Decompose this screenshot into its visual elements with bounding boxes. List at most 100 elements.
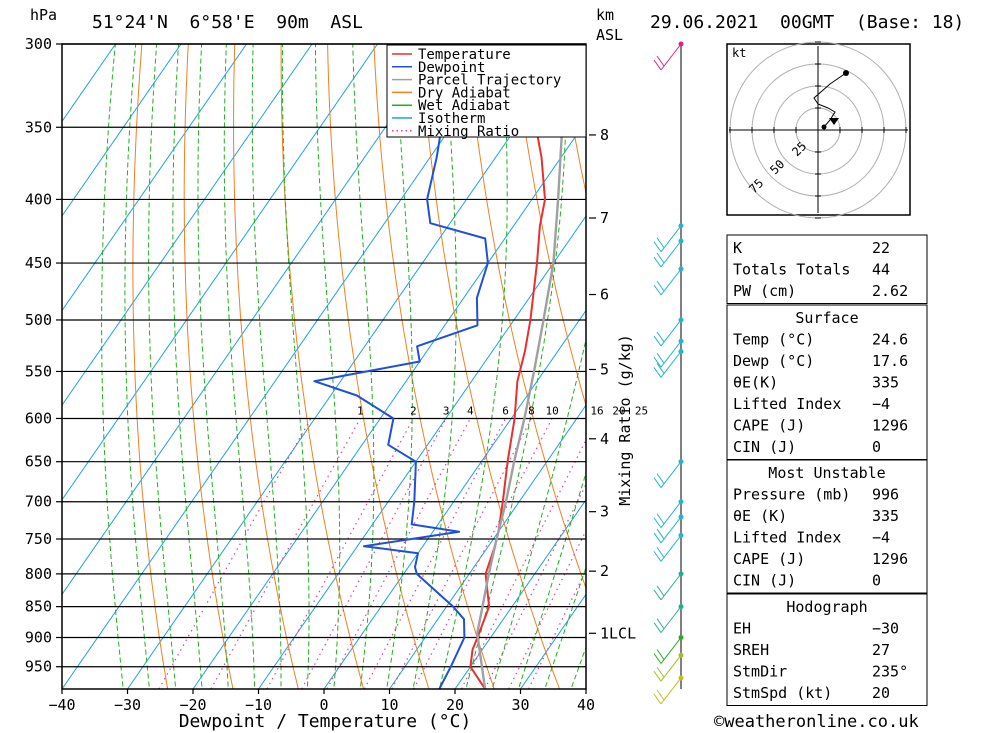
- temperature-tick-label: −40: [48, 696, 75, 714]
- legend-label: Parcel Trajectory: [418, 73, 561, 89]
- surface-table-row-value: 335: [872, 374, 899, 392]
- legend-label: Isotherm: [418, 111, 485, 127]
- mixing-ratio-label: 2: [410, 404, 417, 417]
- pressure-tick-label: 400: [25, 190, 52, 208]
- wind-barb-staff: [660, 268, 682, 296]
- wind-barb-flag: [653, 59, 662, 71]
- dry-adiabat-line: [977, 44, 1000, 689]
- pressure-tick-label: 600: [25, 409, 52, 427]
- pressure-tick-label: 800: [25, 565, 52, 583]
- wind-barb-flag: [653, 517, 662, 529]
- mixing-ratio-line: [460, 438, 586, 689]
- unstable-table-row-value: −4: [872, 529, 890, 547]
- dry-adiabat-line: [559, 44, 586, 196]
- indices-table-row-label: PW (cm): [733, 282, 796, 300]
- wind-barb-flag: [656, 649, 665, 660]
- wind-barb-flag: [653, 367, 662, 378]
- temperature-tick-label: 10: [380, 696, 398, 714]
- surface-table-row-label: Temp (°C): [733, 331, 814, 349]
- dewpoint-line: [313, 95, 489, 689]
- wind-barb-flag: [656, 352, 665, 364]
- indices-table-row-value: 2.62: [872, 282, 908, 300]
- indices-table-row-label: K: [733, 239, 742, 257]
- temperature-tick-label: 30: [511, 696, 529, 714]
- temperature-tick-label: 0: [319, 696, 328, 714]
- wind-barb-flag: [653, 532, 662, 544]
- parcel-trajectory-line: [476, 44, 564, 689]
- mixing-ratio-line: [413, 418, 553, 689]
- altitude-tick-label: 3: [600, 503, 609, 521]
- mixing-ratio-labels: 1 2 3 4 6 8 10 16 20 25: [357, 404, 648, 417]
- wet-adiabat-line: [101, 44, 124, 689]
- wet-adiabat-line: [352, 44, 375, 689]
- wind-barb-flag: [653, 622, 662, 633]
- wind-barb-flag: [653, 670, 662, 682]
- mixing-ratio-line: [363, 418, 507, 689]
- temperature-tick-label: 20: [446, 696, 464, 714]
- hodo-table-row-value: 27: [872, 641, 890, 659]
- pressure-tick-label: 550: [25, 362, 52, 380]
- wind-barb-flag: [653, 356, 662, 368]
- wind-barb-flag: [656, 666, 665, 678]
- wind-barb-flag: [656, 618, 665, 629]
- unstable-table-row-value: 0: [872, 572, 881, 590]
- hodo-table-row-label: SREH: [733, 641, 769, 659]
- wind-barb-flag: [653, 241, 662, 253]
- wet-adiabat-line: [223, 44, 256, 689]
- wind-barb-flag: [653, 256, 662, 268]
- wet-adiabat-line: [412, 44, 457, 689]
- asl-label: ASL: [596, 26, 623, 44]
- pressure-tick-label: 950: [25, 658, 52, 676]
- hodo-table-row-label: StmSpd (kt): [733, 684, 832, 702]
- surface-table-row-value: 1296: [872, 417, 908, 435]
- isotherm-line: [62, 44, 444, 596]
- profile-series: [313, 44, 564, 689]
- unstable-table-row-label: Pressure (mb): [733, 486, 850, 504]
- mixing-ratio-line: [326, 418, 471, 689]
- mixing-ratio-label: 4: [467, 404, 474, 417]
- wind-barb-staff: [660, 573, 682, 601]
- surface-table-title: Surface: [795, 309, 858, 327]
- wind-barb-flag: [656, 252, 665, 264]
- mixing-ratio-line: [391, 418, 532, 689]
- altitude-tick-label: 1LCL: [600, 624, 636, 642]
- altitude-tick-label: 7: [600, 209, 609, 227]
- surface-table-row-label: Lifted Index: [733, 395, 841, 413]
- hodo-table-row-value: 20: [872, 684, 890, 702]
- wind-barb-flag: [656, 237, 665, 249]
- mixing-ratio-label: 16: [590, 404, 603, 417]
- legend-label: Wet Adiabat: [418, 98, 511, 114]
- wind-barb-flag: [656, 55, 665, 67]
- hodograph-start-point: [821, 124, 827, 130]
- wind-barb-staff: [660, 340, 682, 368]
- unstable-table-row-label: CAPE (J): [733, 550, 805, 568]
- indices-table-row-value: 22: [872, 239, 890, 257]
- legend-label: Dewpoint: [418, 60, 485, 76]
- wind-barb-flag: [656, 547, 665, 558]
- wind-barb-staff: [660, 677, 682, 705]
- mixing-ratio-label: 1: [357, 404, 364, 417]
- wind-barb-flag: [656, 528, 665, 540]
- altitude-tick-label: 4: [600, 430, 609, 448]
- isobars: [62, 43, 586, 668]
- legend-label: Dry Adiabat: [418, 85, 511, 101]
- altitude-tick-label: 2: [600, 562, 609, 580]
- isotherm-line: [62, 44, 182, 217]
- surface-table-row-value: 17.6: [872, 352, 908, 370]
- dry-adiabat-line: [233, 44, 299, 689]
- pressure-tick-label: 700: [25, 493, 52, 511]
- hodo-table-title: Hodograph: [786, 598, 867, 616]
- hodograph-end-point: [843, 70, 849, 76]
- x-axis-label: Dewpoint / Temperature (°C): [179, 711, 472, 732]
- wind-barb-flag: [653, 284, 662, 296]
- wet-adiabat-line: [124, 44, 150, 689]
- mixing-ratio-label: 3: [443, 404, 450, 417]
- wind-barb-staff: [660, 225, 682, 253]
- isotherm-line: [258, 215, 586, 689]
- wind-barb-staff: [660, 240, 682, 268]
- unstable-table-title: Most Unstable: [768, 464, 885, 482]
- mixing-ratio-line: [484, 483, 586, 689]
- isotherm-line: [62, 44, 116, 123]
- isotherm-line: [62, 44, 378, 501]
